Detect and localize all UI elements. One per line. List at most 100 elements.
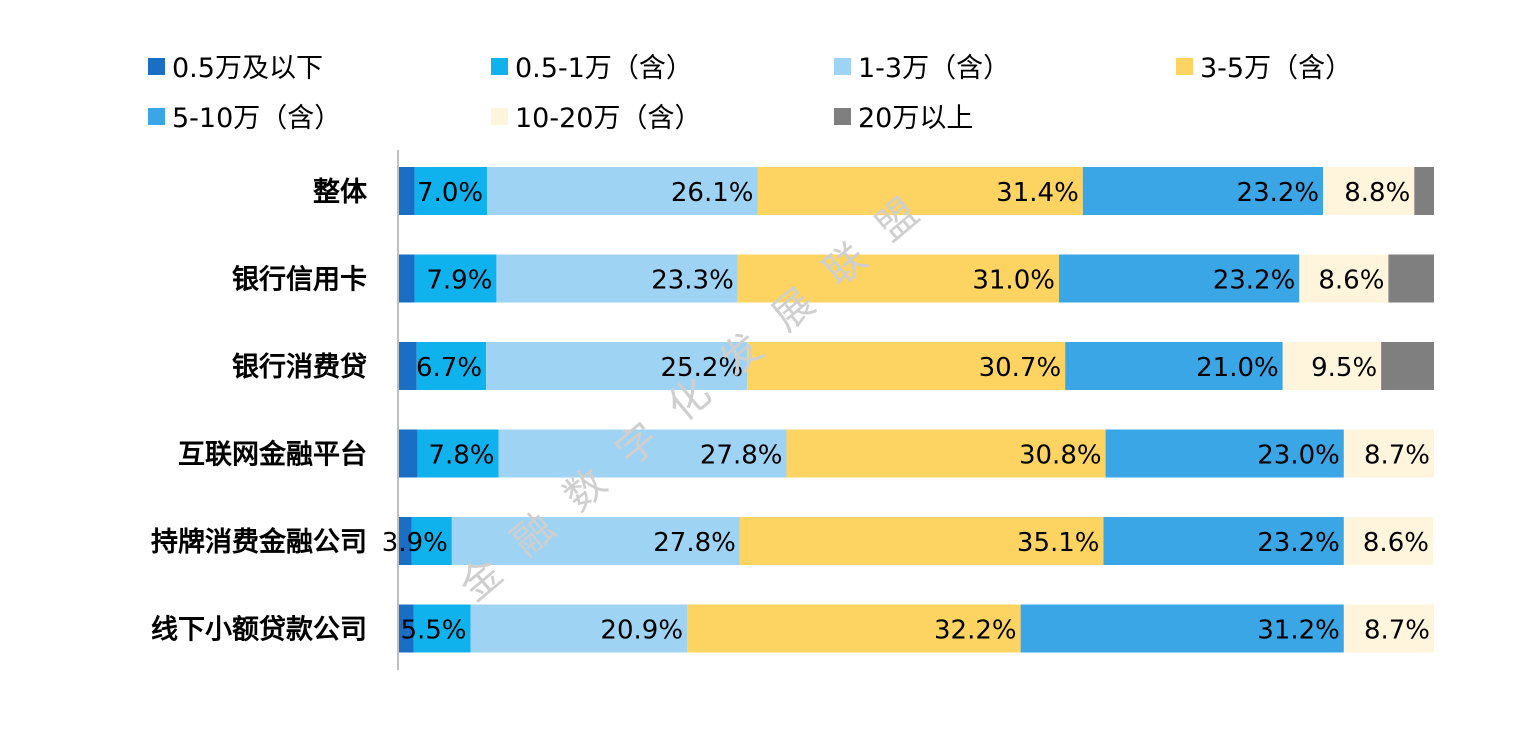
legend-item: 5-10万（含） xyxy=(148,103,341,134)
data-labels: 7.0% 26.1% 31.4% 23.2% 8.8% 7.9% 23.3% 31.0% 23.… xyxy=(382,178,1430,646)
legend-item: 10-20万（含） xyxy=(491,103,701,134)
bar-segment xyxy=(1414,167,1434,215)
bar-segment xyxy=(737,254,1059,303)
bar-segment xyxy=(498,429,787,478)
bar-segment xyxy=(414,254,497,303)
legend-item: 1-3万（含） xyxy=(834,53,1010,84)
bar-segment xyxy=(416,342,487,390)
legend-swatch xyxy=(148,108,165,125)
bars xyxy=(398,167,1434,653)
bar-segment xyxy=(1065,342,1283,390)
bar-segment xyxy=(486,342,748,390)
legend-swatch xyxy=(148,58,165,75)
bar-segment xyxy=(398,517,412,565)
data-label: 31.4% xyxy=(996,178,1079,208)
bar-segment xyxy=(417,429,499,478)
data-label: 23.3% xyxy=(651,266,734,296)
legend-label: 0.5-1万（含） xyxy=(515,53,693,84)
bar-segment xyxy=(1299,254,1389,303)
data-label: 9.5% xyxy=(1311,353,1377,383)
category-label: 互联网金融平台 xyxy=(178,439,367,471)
category-label: 持牌消费金融公司 xyxy=(151,526,367,558)
data-label: 30.8% xyxy=(1019,441,1102,471)
bar-segment xyxy=(1058,254,1300,303)
bar-segment xyxy=(398,167,415,215)
bar-segment xyxy=(1282,342,1382,390)
bar-segment xyxy=(414,167,488,215)
bar-segment xyxy=(757,167,1083,215)
bar-segment xyxy=(1388,254,1434,303)
legend-item: 0.5-1万（含） xyxy=(491,53,693,84)
bar-segment xyxy=(1343,604,1434,653)
data-label: 7.0% xyxy=(417,178,483,208)
bar-segment xyxy=(739,517,1104,565)
bar-segment xyxy=(487,167,758,215)
data-label: 23.2% xyxy=(1237,178,1320,208)
data-label: 6.7% xyxy=(416,353,482,383)
data-label: 31.0% xyxy=(972,266,1055,296)
bar-segment xyxy=(451,517,740,565)
legend-label: 1-3万（含） xyxy=(858,53,1010,84)
bar-segment xyxy=(786,429,1106,478)
legend: 0.5万及以下 0.5-1万（含） 1-3万（含） 3-5万（含） 5-10万（含） 10… xyxy=(148,53,1352,134)
data-label: 23.2% xyxy=(1257,528,1340,558)
bar-segment xyxy=(1343,429,1434,478)
data-label: 7.9% xyxy=(426,266,492,296)
data-label: 23.2% xyxy=(1213,266,1296,296)
bar-segment xyxy=(1082,167,1324,215)
data-label: 30.7% xyxy=(979,353,1062,383)
legend-swatch xyxy=(834,108,851,125)
legend-item: 3-5万（含） xyxy=(1176,53,1352,84)
data-label: 27.8% xyxy=(653,528,736,558)
bar-segment xyxy=(398,604,414,653)
category-label: 整体 xyxy=(313,177,368,208)
category-label: 线下小额贷款公司 xyxy=(151,615,367,646)
legend-swatch xyxy=(491,58,508,75)
category-label: 银行消费贷 xyxy=(232,351,367,383)
legend-item: 0.5万及以下 xyxy=(148,53,323,84)
legend-label: 3-5万（含） xyxy=(1200,53,1352,84)
bar-segment xyxy=(1323,167,1415,215)
legend-label: 0.5万及以下 xyxy=(172,53,323,84)
data-label: 26.1% xyxy=(671,178,754,208)
data-label: 8.6% xyxy=(1318,266,1384,296)
data-label: 23.0% xyxy=(1257,441,1340,471)
data-label: 8.6% xyxy=(1363,528,1429,558)
bar-segment xyxy=(413,604,471,653)
legend-label: 10-20万（含） xyxy=(515,103,701,134)
legend-swatch xyxy=(1176,58,1193,75)
bar-segment xyxy=(1020,604,1344,653)
bar-segment xyxy=(1343,517,1433,565)
data-label: 21.0% xyxy=(1196,353,1279,383)
bar-segment xyxy=(411,517,452,565)
data-label: 32.2% xyxy=(934,616,1017,646)
bar-segment xyxy=(496,254,738,303)
legend-item: 20万以上 xyxy=(834,103,973,134)
data-label: 8.7% xyxy=(1364,616,1430,646)
data-label: 35.1% xyxy=(1017,528,1100,558)
bar-segment xyxy=(470,604,688,653)
data-label: 3.9% xyxy=(382,528,448,558)
legend-swatch xyxy=(834,58,851,75)
legend-swatch xyxy=(491,108,508,125)
data-label: 20.9% xyxy=(600,616,683,646)
data-label: 8.7% xyxy=(1364,441,1430,471)
data-label: 31.2% xyxy=(1257,616,1340,646)
category-label: 银行信用卡 xyxy=(232,264,367,296)
bar-segment xyxy=(398,429,418,478)
legend-label: 20万以上 xyxy=(858,103,973,134)
bar-segment xyxy=(1381,342,1434,390)
bar-segment xyxy=(747,342,1066,390)
data-label: 5.5% xyxy=(400,616,466,646)
data-label: 8.8% xyxy=(1344,178,1410,208)
data-label: 25.2% xyxy=(661,353,744,383)
bar-segment xyxy=(687,604,1021,653)
bar-segment xyxy=(1103,517,1344,565)
legend-label: 5-10万（含） xyxy=(172,103,341,134)
bar-segment xyxy=(398,254,415,303)
bar-segment xyxy=(1105,429,1344,478)
bar-segment xyxy=(398,342,417,390)
data-label: 7.8% xyxy=(428,441,494,471)
